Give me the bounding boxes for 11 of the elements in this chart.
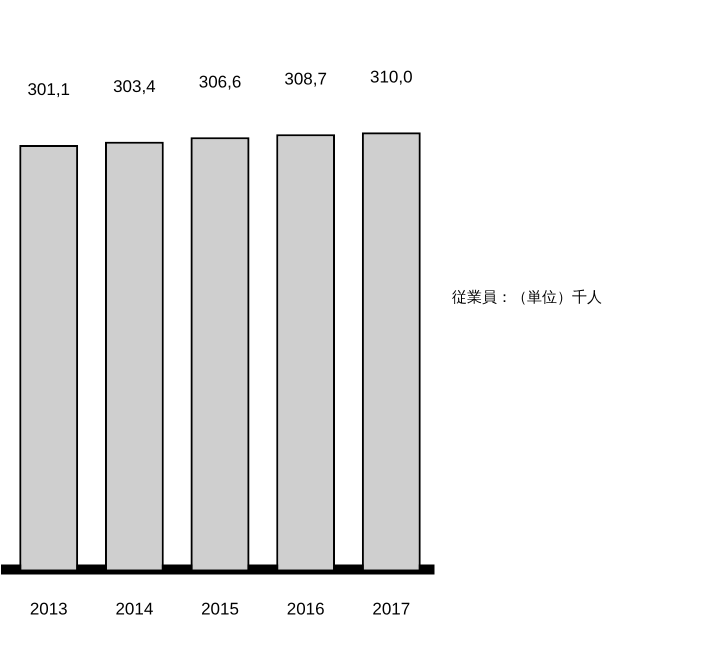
- data-label: 301,1: [27, 80, 70, 100]
- x-tick-label: 2015: [201, 599, 239, 618]
- x-tick-label: 2017: [372, 599, 410, 618]
- x-tick-label: 2013: [30, 599, 68, 618]
- data-label: 308,7: [284, 69, 327, 88]
- text: 従業員：（単位）千人: [452, 288, 602, 307]
- data-label: 306,6: [198, 72, 242, 92]
- x-tick-label: 2016: [286, 599, 325, 618]
- data-label: 310,0: [370, 68, 413, 87]
- x-tick-label: 2014: [115, 599, 154, 618]
- data-label: 303,4: [113, 76, 156, 96]
